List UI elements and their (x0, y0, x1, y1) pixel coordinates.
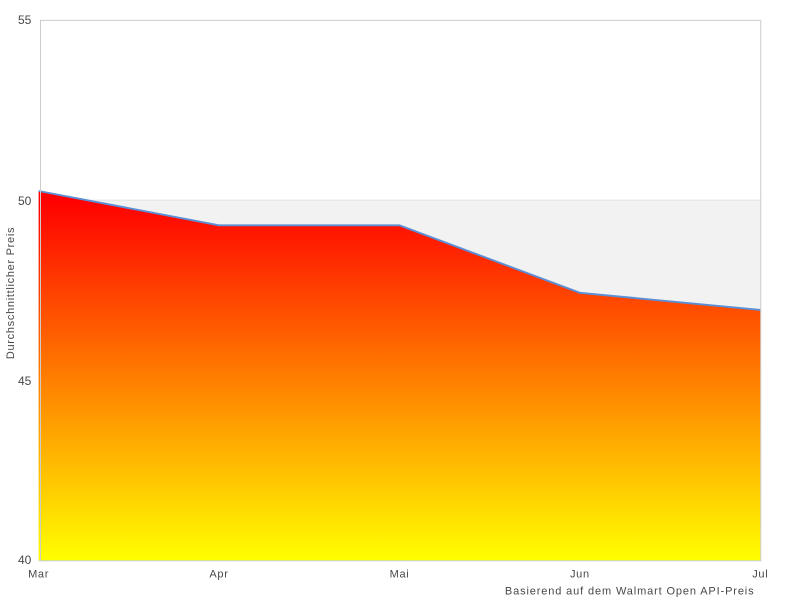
svg-text:Durchschnittlicher Preis: Durchschnittlicher Preis (5, 227, 17, 359)
svg-text:Jun: Jun (570, 569, 590, 581)
svg-text:Jul: Jul (752, 569, 768, 581)
svg-text:50: 50 (18, 194, 32, 208)
svg-text:Mar: Mar (28, 569, 49, 581)
svg-text:Basierend auf dem Walmart Open: Basierend auf dem Walmart Open API-Preis (505, 586, 755, 598)
svg-text:40: 40 (18, 553, 32, 567)
svg-text:45: 45 (18, 374, 32, 388)
svg-text:55: 55 (18, 13, 32, 27)
svg-text:Apr: Apr (209, 569, 228, 581)
svg-text:Mai: Mai (390, 569, 410, 581)
